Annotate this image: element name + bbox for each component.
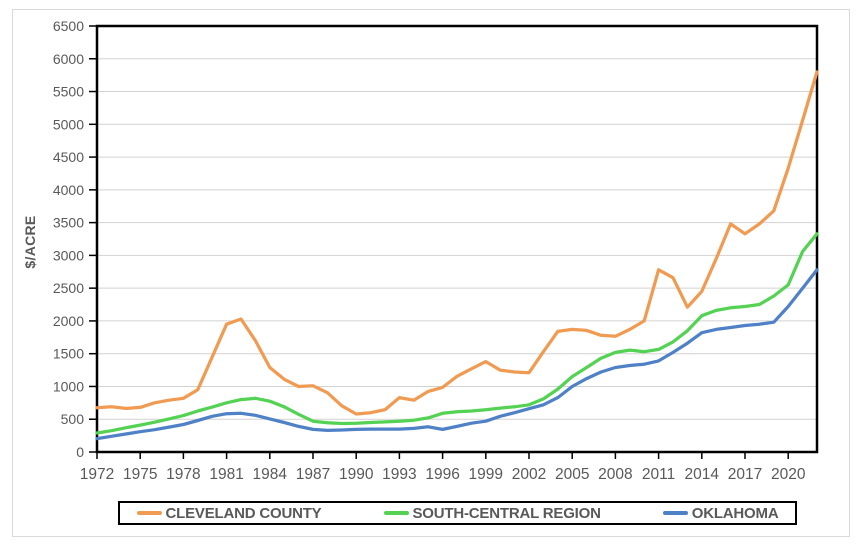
x-tick-label: 1999 [469, 466, 503, 483]
x-tick-label: 1993 [382, 466, 416, 483]
x-tick-label: 1987 [296, 466, 330, 483]
x-tick-label: 2017 [728, 466, 762, 483]
x-tick-label: 2005 [555, 466, 589, 483]
series-line-oklahoma [95, 268, 819, 441]
x-tick-label: 2002 [512, 466, 546, 483]
y-tick-label: 5000 [53, 116, 84, 132]
legend-item-cleveland-county: CLEVELAND COUNTY [136, 504, 322, 522]
legend-swatch-cleveland-county [136, 511, 162, 515]
y-tick-label: 0 [76, 444, 84, 460]
x-tick-label: 1996 [425, 466, 459, 483]
x-tick-label: 1990 [339, 466, 374, 483]
y-tick-label: 3000 [53, 247, 84, 263]
y-tick-label: 4500 [53, 149, 84, 165]
y-tick-label: 500 [61, 411, 85, 427]
y-tick-label: 4000 [53, 182, 84, 198]
x-tick-label: 1975 [123, 466, 157, 483]
x-tick-label: 1981 [209, 466, 243, 483]
y-tick-label: 6500 [53, 18, 84, 34]
legend-item-south-central-region: SOUTH-CENTRAL REGION [383, 504, 601, 522]
y-tick-label: 5500 [53, 84, 84, 100]
x-tick-label: 1978 [166, 466, 200, 483]
series-line-south-central-region [95, 232, 819, 435]
legend-label-cleveland-county: CLEVELAND COUNTY [165, 504, 322, 522]
y-tick-label: 2000 [53, 313, 84, 329]
x-tick-label: 2011 [642, 466, 675, 483]
y-axis-title: $/ACRE [22, 215, 38, 269]
x-tick-label: 2014 [685, 466, 720, 483]
chart-legend: CLEVELAND COUNTY SOUTH-CENTRAL REGION OK… [118, 501, 797, 525]
legend-label-oklahoma: OKLAHOMA [691, 504, 779, 522]
y-tick-label: 6000 [53, 51, 84, 67]
x-tick-label: 1972 [80, 466, 114, 483]
legend-swatch-south-central-region [383, 511, 409, 515]
legend-label-south-central-region: SOUTH-CENTRAL REGION [412, 504, 601, 522]
x-tick-label: 1984 [253, 466, 288, 483]
y-tick-label: 1000 [53, 378, 84, 394]
legend-swatch-oklahoma [662, 511, 688, 515]
legend-item-oklahoma: OKLAHOMA [662, 504, 779, 522]
y-tick-label: 2500 [53, 280, 84, 296]
y-tick-label: 3500 [53, 215, 84, 231]
x-tick-label: 2020 [771, 466, 806, 483]
plot-border [95, 24, 819, 454]
y-tick-label: 1500 [53, 346, 84, 362]
x-tick-label: 2008 [598, 466, 632, 483]
series-line-cleveland-county [95, 70, 819, 416]
